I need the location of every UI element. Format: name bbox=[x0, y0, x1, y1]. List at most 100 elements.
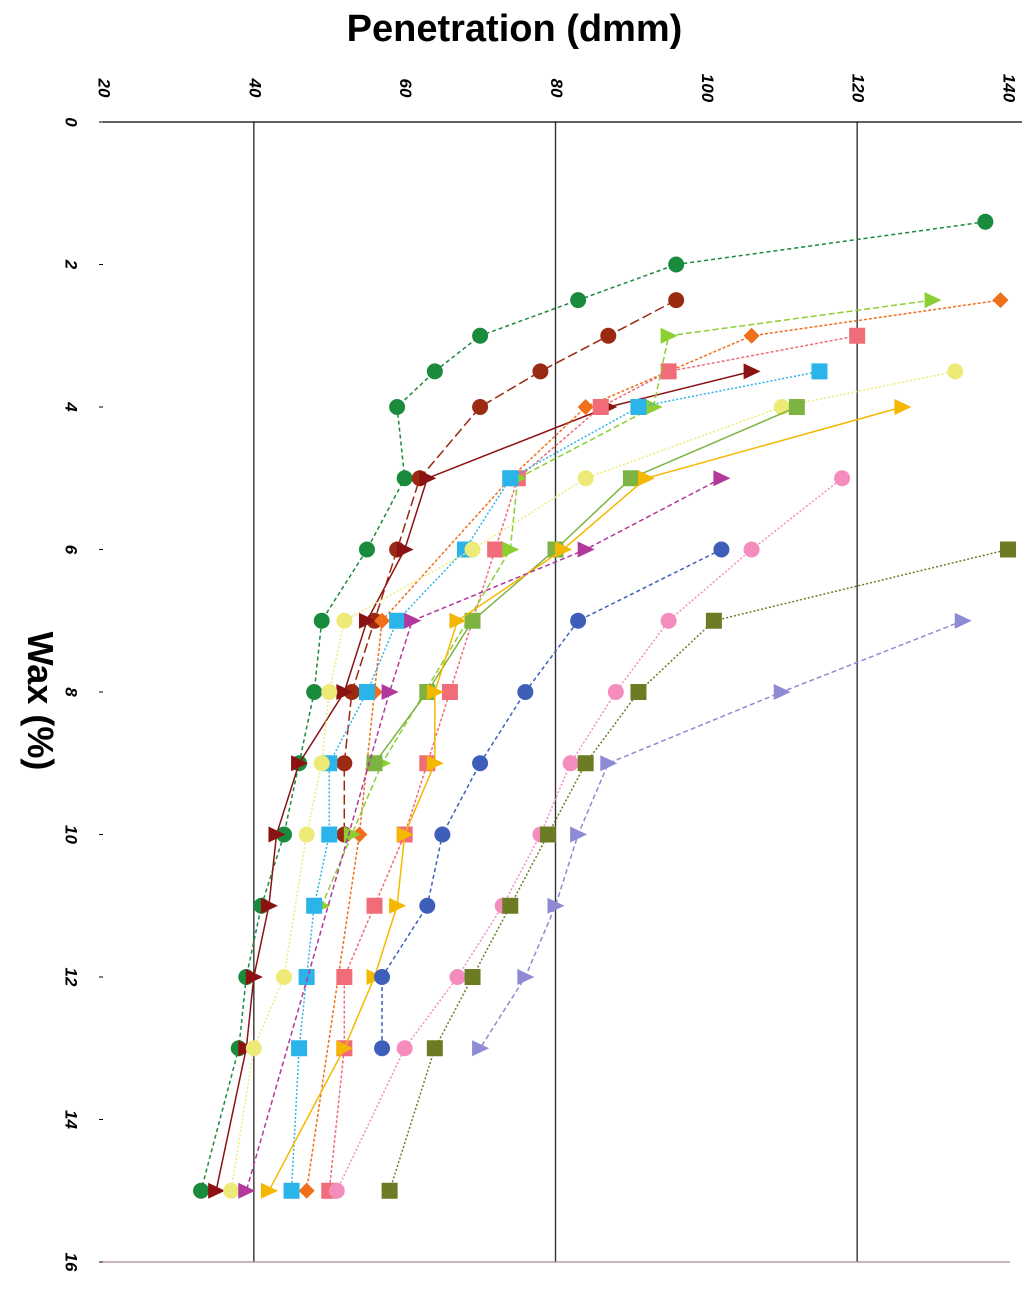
series-line bbox=[336, 477, 843, 1192]
data-point bbox=[570, 292, 587, 309]
data-point bbox=[577, 541, 595, 558]
data-point bbox=[389, 612, 406, 629]
data-point bbox=[638, 470, 655, 487]
y-tick-label: 14 bbox=[62, 1110, 81, 1129]
data-point bbox=[472, 1040, 490, 1057]
data-point bbox=[743, 327, 760, 344]
data-point bbox=[366, 755, 383, 772]
data-point bbox=[600, 327, 617, 344]
data-point bbox=[306, 897, 323, 914]
data-point bbox=[570, 612, 587, 629]
data-point bbox=[532, 363, 549, 380]
data-point bbox=[1000, 541, 1016, 558]
data-point bbox=[705, 612, 722, 629]
data-point bbox=[834, 470, 851, 487]
x-tick-label: 40 bbox=[245, 78, 264, 98]
y-tick-label: 8 bbox=[62, 687, 81, 697]
series-11 bbox=[238, 470, 731, 1199]
data-point bbox=[374, 969, 391, 985]
data-point bbox=[849, 327, 866, 344]
data-point bbox=[426, 684, 444, 700]
data-point bbox=[630, 684, 647, 700]
data-point bbox=[426, 1040, 443, 1057]
data-point bbox=[223, 1182, 240, 1199]
data-point bbox=[419, 897, 436, 914]
series-line bbox=[215, 370, 752, 1191]
data-point bbox=[321, 826, 338, 843]
data-point bbox=[434, 826, 451, 843]
data-point bbox=[743, 363, 761, 380]
y-tick-label: 4 bbox=[62, 401, 81, 412]
data-point bbox=[773, 399, 790, 415]
x-tick-label: 20 bbox=[95, 78, 114, 98]
data-point bbox=[441, 684, 458, 700]
y-tick-label: 10 bbox=[62, 825, 81, 844]
data-point bbox=[464, 612, 481, 629]
series-line bbox=[381, 548, 722, 1049]
data-point bbox=[396, 1040, 413, 1057]
data-point bbox=[992, 292, 1009, 309]
data-point bbox=[404, 612, 422, 629]
data-point bbox=[660, 612, 677, 629]
y-tick-label: 12 bbox=[62, 968, 81, 987]
series-line bbox=[373, 406, 798, 764]
x-tick-label: 100 bbox=[698, 74, 717, 103]
data-point bbox=[570, 826, 588, 843]
series-15 bbox=[472, 612, 972, 1057]
series-line bbox=[305, 299, 1001, 1191]
data-point bbox=[449, 969, 466, 985]
data-point bbox=[577, 470, 594, 487]
data-point bbox=[426, 363, 443, 380]
data-point bbox=[381, 684, 399, 700]
data-point bbox=[517, 969, 535, 985]
data-point bbox=[313, 755, 330, 772]
data-point bbox=[562, 755, 579, 772]
data-point bbox=[577, 399, 594, 415]
data-point bbox=[336, 684, 354, 700]
data-point bbox=[313, 612, 330, 629]
x-tick-label: 140 bbox=[1000, 74, 1019, 103]
axis-layer: 20 40 60 80 100 120 140 0 2 4 6 8 10 12 14 16 bbox=[62, 74, 1022, 1272]
y-tick-label: 2 bbox=[62, 259, 81, 270]
data-point bbox=[547, 897, 565, 914]
data-point bbox=[630, 399, 647, 415]
data-point bbox=[336, 1040, 354, 1057]
data-point bbox=[358, 612, 376, 629]
data-point bbox=[713, 541, 730, 558]
data-point bbox=[238, 1182, 256, 1199]
data-point bbox=[328, 1182, 345, 1199]
data-point bbox=[396, 470, 413, 487]
data-point bbox=[396, 826, 414, 843]
data-point bbox=[358, 541, 375, 558]
data-point bbox=[298, 826, 315, 843]
data-point bbox=[645, 399, 663, 415]
series-8 bbox=[223, 363, 964, 1199]
series-2 bbox=[336, 292, 685, 843]
data-point bbox=[487, 541, 504, 558]
data-point bbox=[600, 755, 618, 772]
series-layer bbox=[193, 213, 1016, 1199]
data-point bbox=[924, 292, 942, 309]
data-point bbox=[381, 1182, 398, 1199]
data-point bbox=[396, 541, 414, 558]
series-line bbox=[321, 299, 933, 907]
data-point bbox=[366, 897, 383, 914]
data-point bbox=[472, 399, 489, 415]
x-tick-label: 80 bbox=[547, 79, 566, 98]
data-point bbox=[193, 1182, 210, 1199]
series-14 bbox=[381, 541, 1016, 1199]
data-point bbox=[713, 470, 731, 487]
data-point bbox=[298, 969, 315, 985]
data-point bbox=[539, 826, 556, 843]
series-6 bbox=[313, 292, 942, 914]
data-point bbox=[343, 826, 361, 843]
data-point bbox=[283, 1182, 300, 1199]
data-point bbox=[954, 612, 972, 629]
x-axis-title: Penetration (dmm) bbox=[346, 8, 683, 50]
data-point bbox=[268, 826, 286, 843]
data-point bbox=[502, 470, 519, 487]
series-7 bbox=[283, 363, 828, 1199]
data-point bbox=[419, 470, 437, 487]
data-point bbox=[374, 1040, 391, 1057]
data-point bbox=[773, 684, 791, 700]
